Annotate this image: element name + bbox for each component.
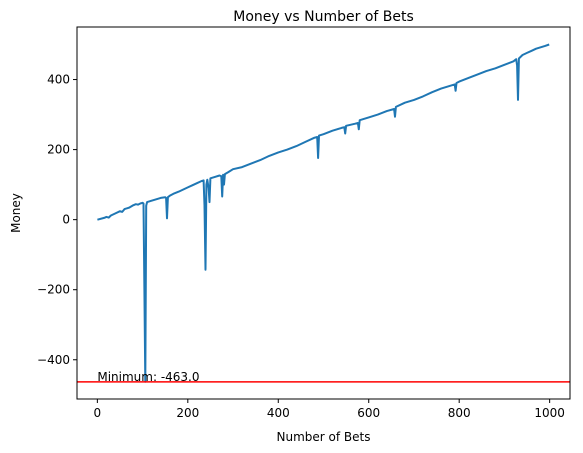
money-series-line [97,43,550,383]
x-axis: 0 200 400 600 800 1000 [94,399,565,420]
x-tick-label: 200 [176,406,199,420]
y-axis-label: Money [9,193,23,233]
y-axis: −400 −200 0 200 400 [37,73,77,367]
plot-frame [76,26,571,400]
x-tick-label: 800 [448,406,471,420]
y-tick-label: 200 [47,143,70,157]
minimum-annotation: Minimum: -463.0 [97,370,199,384]
chart-title: Money vs Number of Bets [233,9,414,25]
y-tick-label: 400 [47,73,70,87]
x-tick-label: 600 [357,406,380,420]
x-tick-label: 1000 [534,406,565,420]
x-tick-label: 400 [267,406,290,420]
y-tick-label: 0 [62,213,70,227]
x-axis-label: Number of Bets [277,430,371,444]
y-tick-label: −400 [37,353,70,367]
x-tick-label: 0 [94,406,102,420]
y-tick-label: −200 [37,283,70,297]
plot-area: 0 200 400 600 800 1000 −400 −200 0 200 400 Minimu… [37,26,571,420]
